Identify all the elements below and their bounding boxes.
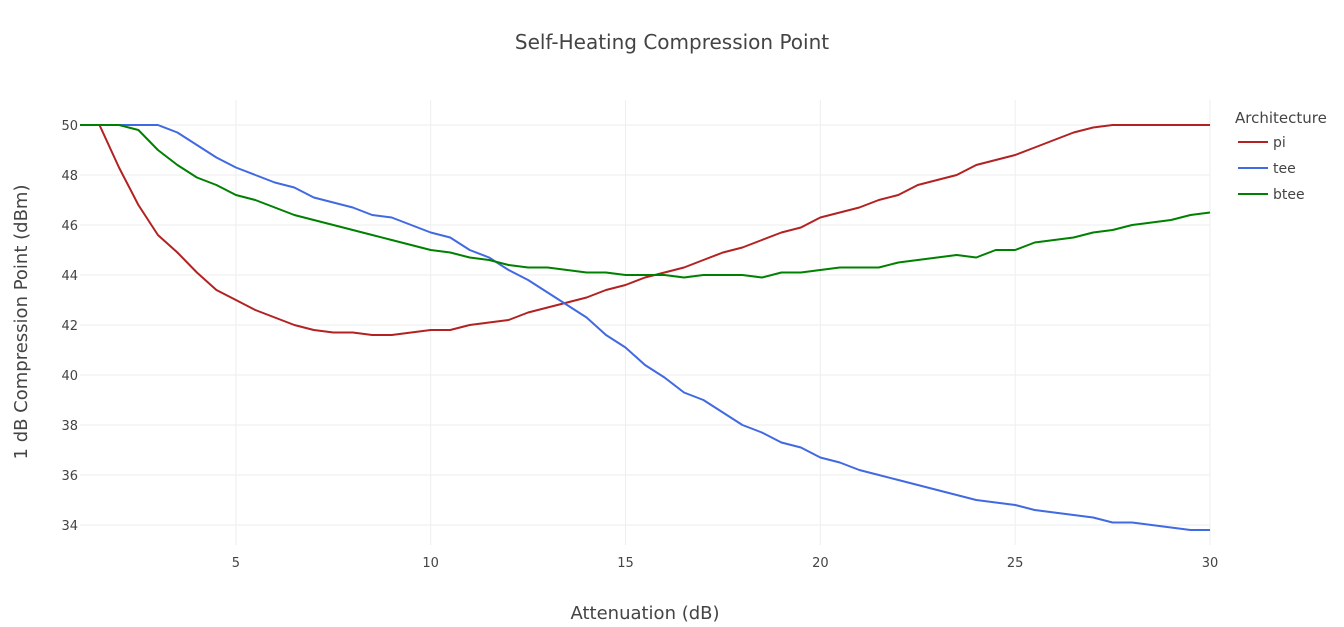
- x-gridlines: [235, 100, 1211, 545]
- y-tick-label: 40: [61, 369, 78, 384]
- y-axis-title: 1 dB Compression Point (dBm): [11, 185, 32, 460]
- legend-item-pi[interactable]: pi: [1238, 135, 1286, 151]
- legend-label-pi: pi: [1273, 135, 1286, 151]
- chart-title: Self-Heating Compression Point: [515, 30, 829, 54]
- x-tick-label: 10: [422, 556, 439, 571]
- legend[interactable]: Architecture pi tee btee: [1235, 109, 1327, 203]
- x-tick-label: 15: [617, 556, 634, 571]
- y-tick-label: 46: [61, 219, 78, 234]
- y-tick-labels: 34 36 38 40 42 44 46 48 50: [61, 119, 78, 534]
- series-line-pi: [80, 124, 1210, 336]
- x-tick-label: 20: [812, 556, 829, 571]
- series-line-tee: [80, 124, 1210, 531]
- y-gridlines: [80, 124, 1210, 526]
- x-tick-label: 25: [1007, 556, 1024, 571]
- y-tick-label: 44: [61, 269, 78, 284]
- legend-label-btee: btee: [1273, 187, 1305, 203]
- y-tick-label: 34: [61, 519, 78, 534]
- y-tick-label: 48: [61, 169, 78, 184]
- legend-item-btee[interactable]: btee: [1238, 187, 1305, 203]
- y-tick-label: 36: [61, 469, 78, 484]
- x-tick-labels: 5 10 15 20 25 30: [232, 556, 1219, 571]
- legend-item-tee[interactable]: tee: [1238, 161, 1296, 177]
- legend-label-tee: tee: [1273, 161, 1296, 177]
- x-axis-title: Attenuation (dB): [570, 603, 719, 624]
- x-tick-label: 5: [232, 556, 240, 571]
- legend-title: Architecture: [1235, 109, 1327, 127]
- x-tick-label: 30: [1202, 556, 1219, 571]
- series-lines: [80, 124, 1211, 531]
- y-tick-label: 38: [61, 419, 78, 434]
- y-tick-label: 42: [61, 319, 78, 334]
- series-line-btee: [80, 124, 1211, 279]
- y-tick-label: 50: [61, 119, 78, 134]
